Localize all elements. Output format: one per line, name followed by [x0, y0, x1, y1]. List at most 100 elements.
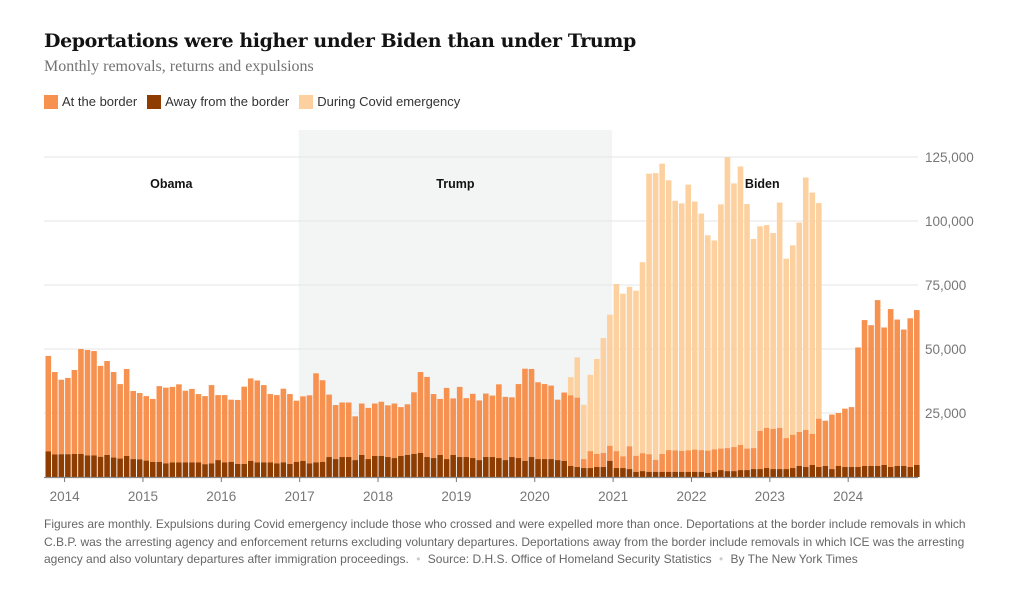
- bar-segment-away: [894, 465, 900, 477]
- bar-segment-away: [58, 454, 65, 477]
- bar-segment-covid: [685, 184, 692, 451]
- bar-segment-covid: [672, 200, 678, 451]
- bar-month: [652, 173, 659, 477]
- bar-segment-border: [835, 413, 842, 466]
- legend-label-border: At the border: [62, 94, 138, 109]
- bar-month: [842, 408, 848, 477]
- bar-segment-away: [123, 456, 130, 477]
- bar-month: [600, 337, 607, 477]
- bar-segment-border: [411, 392, 417, 454]
- bar-segment-border: [456, 386, 463, 458]
- x-tick-label: 2019: [441, 489, 471, 504]
- bar-month: [195, 394, 202, 477]
- bar-segment-border: [652, 459, 659, 472]
- bar-month: [385, 405, 391, 477]
- bar-segment-away: [691, 471, 698, 477]
- bar-segment-away: [502, 460, 509, 477]
- bar-segment-border: [665, 450, 672, 472]
- separator-dot: •: [416, 552, 421, 566]
- bar-month: [437, 398, 443, 477]
- bar-segment-away: [104, 454, 110, 477]
- bar-month: [587, 374, 594, 477]
- bar-segment-away: [456, 457, 463, 477]
- period-labels-layer: Obama Trump Biden: [150, 177, 780, 191]
- bar-segment-away: [848, 467, 855, 477]
- bar-segment-border: [515, 384, 522, 459]
- bar-segment-away: [554, 460, 561, 477]
- bar-month: [221, 395, 228, 477]
- bar-month: [744, 204, 750, 477]
- bar-month: [450, 398, 456, 477]
- bar-segment-away: [763, 468, 770, 477]
- bar-segment-away: [561, 460, 567, 477]
- bar-segment-border: [718, 448, 724, 471]
- bar-segment-border: [104, 361, 110, 455]
- bar-segment-away: [626, 469, 633, 477]
- bar-segment-away: [887, 467, 894, 477]
- bar-segment-border: [881, 327, 887, 465]
- bar-month: [163, 387, 169, 477]
- bar-segment-away: [385, 457, 391, 477]
- bar-segment-away: [358, 454, 365, 477]
- bar-segment-covid: [659, 163, 665, 454]
- bar-segment-border: [894, 319, 900, 466]
- bar-segment-away: [672, 471, 678, 477]
- bar-month: [424, 376, 430, 477]
- bar-month: [620, 293, 626, 477]
- bar-month: [515, 384, 522, 477]
- bar-month: [215, 395, 221, 477]
- bar-month: [626, 286, 633, 477]
- bar-segment-border: [567, 395, 574, 466]
- bar-month: [456, 386, 463, 477]
- bar-month: [874, 300, 881, 477]
- bar-month: [91, 351, 97, 477]
- bar-segment-border: [352, 416, 359, 461]
- bar-month: [855, 347, 861, 477]
- bar-month: [789, 245, 796, 477]
- bar-segment-away: [326, 457, 332, 477]
- bar-month: [848, 407, 855, 477]
- bar-segment-away: [835, 465, 842, 477]
- bar-segment-away: [463, 457, 470, 477]
- bar-segment-away: [293, 461, 300, 477]
- bar-month: [332, 405, 339, 477]
- bar-segment-border: [45, 355, 52, 452]
- bar-month: [502, 396, 509, 477]
- bar-segment-border: [489, 395, 496, 458]
- bar-segment-border: [659, 453, 665, 472]
- bar-segment-covid: [587, 374, 594, 452]
- bar-segment-border: [156, 386, 163, 462]
- bar-segment-border: [182, 390, 189, 463]
- bar-month: [548, 385, 554, 477]
- bar-segment-border: [378, 401, 385, 457]
- bar-month: [123, 368, 130, 477]
- bar-segment-away: [182, 462, 189, 477]
- x-tick-label: 2020: [520, 489, 550, 504]
- bar-month: [274, 395, 280, 477]
- bar-segment-border: [731, 447, 737, 472]
- bar-segment-away: [496, 458, 502, 477]
- bar-segment-covid: [770, 233, 776, 429]
- bar-month: [881, 327, 887, 477]
- bar-month: [280, 388, 287, 477]
- bar-segment-border: [757, 430, 763, 470]
- bar-segment-border: [176, 384, 182, 463]
- bar-segment-border: [169, 386, 176, 463]
- bar-month: [685, 184, 692, 477]
- bar-segment-border: [123, 368, 130, 457]
- bar-segment-border: [613, 451, 620, 469]
- bar-month: [463, 398, 470, 477]
- bar-segment-border: [293, 400, 300, 462]
- bar-segment-away: [750, 469, 757, 477]
- bar-segment-away: [378, 456, 385, 477]
- period-label-trump: Trump: [436, 177, 475, 191]
- bar-segment-away: [274, 463, 280, 477]
- bar-month: [398, 407, 404, 477]
- bar-segment-away: [548, 459, 554, 477]
- bar-segment-border: [522, 368, 528, 461]
- bar-month: [900, 329, 907, 477]
- bar-segment-border: [241, 386, 247, 464]
- bar-segment-away: [202, 464, 208, 477]
- bar-month: [319, 380, 326, 477]
- legend-label-covid: During Covid emergency: [317, 94, 461, 109]
